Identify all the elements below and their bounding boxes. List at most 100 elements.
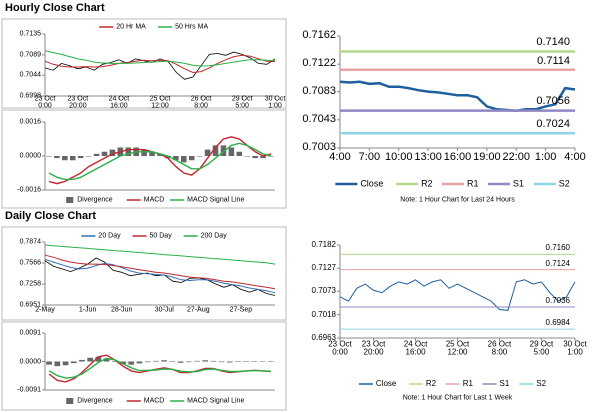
y-tick-label: 0.7083 bbox=[302, 84, 336, 97]
level-label: 0.7160 bbox=[545, 243, 570, 253]
x-tick-label: 25 Oct 12:00 bbox=[445, 339, 470, 357]
bar bbox=[93, 153, 100, 156]
y-tick-label: 0.0000 bbox=[19, 152, 41, 160]
bar bbox=[79, 359, 85, 362]
x-tick-label: 1-Jun bbox=[78, 306, 97, 314]
x-tick-label: 22:00 bbox=[502, 151, 531, 164]
x-tick-label: 23 Oct 20:00 bbox=[67, 95, 89, 110]
bar bbox=[210, 360, 217, 362]
note: Note: 1 Hour Chart for Last 24 Hours bbox=[400, 196, 515, 204]
bar bbox=[268, 156, 274, 157]
x-tick-label: 2-May bbox=[35, 306, 55, 314]
panel-border bbox=[1, 18, 287, 109]
legend-label: Divergence bbox=[77, 397, 113, 405]
bar bbox=[70, 361, 77, 364]
legend-label: MACD bbox=[143, 397, 165, 405]
bar bbox=[69, 156, 76, 161]
series-line bbox=[339, 279, 576, 311]
x-tick-label: 23 Oct 20:00 bbox=[361, 339, 386, 357]
series-line bbox=[48, 354, 271, 383]
level-label: 0.7036 bbox=[545, 295, 570, 305]
x-tick-label: 27-Aug bbox=[187, 306, 210, 314]
series-line bbox=[44, 244, 276, 265]
x-tick-label: 27-Sep bbox=[229, 306, 253, 314]
legend-label: Close bbox=[360, 178, 384, 189]
legend-label: MACD bbox=[143, 196, 165, 204]
y-tick-label: 0.7018 bbox=[311, 309, 336, 319]
y-tick-label: 0.7566 bbox=[19, 259, 41, 267]
legend-label: Divergence bbox=[77, 196, 113, 204]
y-tick-label: 0.7874 bbox=[19, 238, 41, 246]
y-tick-label: 0.7127 bbox=[311, 263, 336, 273]
x-tick-label: 30-Jul bbox=[154, 306, 174, 314]
bar bbox=[46, 361, 52, 365]
x-tick-label: 16:00 bbox=[443, 151, 472, 164]
legend-swatch bbox=[66, 197, 74, 203]
bar bbox=[243, 361, 250, 362]
bar bbox=[220, 145, 227, 156]
bar bbox=[177, 361, 184, 363]
x-tick-label: 4:00 bbox=[564, 151, 586, 164]
series-line bbox=[44, 257, 276, 296]
legend-label: R2 bbox=[425, 378, 437, 388]
x-tick-label: 1:00 bbox=[534, 151, 557, 164]
series-line bbox=[44, 51, 276, 80]
y-tick-label: 0.6998 bbox=[19, 92, 41, 100]
y-tick-label: -0.0016 bbox=[17, 186, 41, 194]
level-label: 0.7140 bbox=[536, 36, 570, 49]
x-tick-label: 19:00 bbox=[473, 151, 501, 164]
bar bbox=[244, 156, 251, 157]
x-tick-label: 28-Jun bbox=[110, 306, 133, 314]
legend-label: Close bbox=[375, 378, 397, 388]
bar bbox=[228, 147, 235, 156]
bar bbox=[149, 151, 155, 156]
bar bbox=[251, 361, 258, 362]
panel-border bbox=[1, 321, 287, 411]
legend-label: S1 bbox=[499, 378, 510, 388]
bar bbox=[77, 156, 84, 159]
bar bbox=[196, 156, 203, 157]
bar bbox=[144, 361, 151, 363]
bar bbox=[204, 149, 211, 156]
y-tick-label: 0.7135 bbox=[19, 30, 41, 38]
bar bbox=[169, 361, 176, 362]
bar bbox=[62, 156, 68, 161]
legend-label: R1 bbox=[466, 178, 479, 189]
bar bbox=[46, 156, 52, 157]
bar bbox=[259, 361, 266, 362]
x-tick-label: 29 Oct 5:00 bbox=[529, 339, 554, 357]
legend-label: 20 Day bbox=[98, 232, 121, 240]
x-tick-label: 23 Oct 0:00 bbox=[34, 95, 56, 110]
bar bbox=[109, 149, 116, 156]
bar bbox=[128, 361, 135, 365]
bar bbox=[185, 361, 192, 363]
legend-label: 20 Hr MA bbox=[116, 23, 146, 31]
legend-swatch bbox=[66, 398, 74, 404]
y-tick-label: 0.6951 bbox=[19, 301, 41, 309]
y-tick-label: 0.7122 bbox=[302, 57, 336, 70]
legend-label: S2 bbox=[558, 178, 570, 189]
y-tick-label: 0.7044 bbox=[19, 71, 41, 79]
bar bbox=[125, 147, 132, 156]
x-tick-label: 7:00 bbox=[358, 151, 381, 164]
level-label: 0.7124 bbox=[545, 258, 570, 268]
bar bbox=[252, 156, 258, 159]
bar bbox=[54, 156, 60, 159]
x-tick-label: 26 Oct 8:00 bbox=[487, 339, 512, 357]
x-tick-label: 4:00 bbox=[329, 151, 351, 164]
x-tick-label: 24 Oct 16:00 bbox=[403, 339, 428, 357]
y-tick-label: 0.7073 bbox=[311, 286, 336, 296]
bar bbox=[218, 361, 225, 363]
bar bbox=[194, 360, 200, 362]
x-tick-label: 26 Oct 8:00 bbox=[190, 95, 212, 110]
bar bbox=[235, 361, 241, 362]
bar bbox=[226, 361, 233, 363]
x-tick-label: 25 Oct 12:00 bbox=[149, 95, 171, 110]
bar bbox=[188, 156, 195, 161]
series-line bbox=[44, 54, 276, 74]
y-tick-label: -0.0091 bbox=[17, 386, 41, 394]
bar bbox=[173, 156, 179, 161]
legend-label: 200 Day bbox=[200, 232, 227, 240]
level-label: 0.6984 bbox=[545, 317, 570, 327]
